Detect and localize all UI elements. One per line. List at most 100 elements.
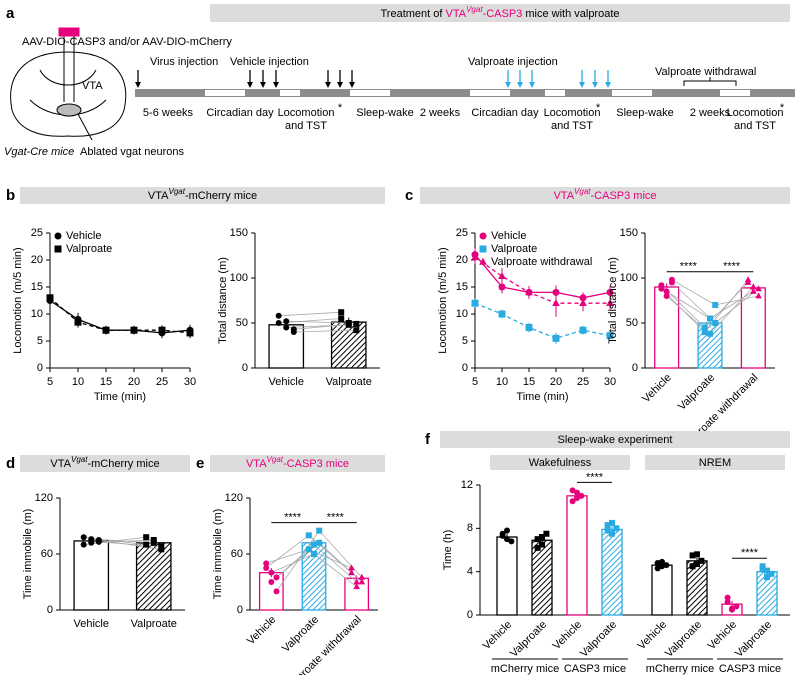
marker [606,288,614,296]
x-tick-label: 10 [72,376,84,388]
syringe [58,27,70,37]
marker [275,312,282,319]
panel-letter: e [196,455,204,472]
title-bar [210,455,385,472]
x-tick-label: 30 [184,376,196,388]
y-tick-label: 120 [35,492,53,504]
y-tick-label: 12 [461,479,473,491]
paired-line [265,535,310,569]
marker [263,565,270,571]
marker [54,232,62,240]
paired-line [278,318,342,324]
group-header [490,455,630,470]
y-tick-label: 4 [467,566,473,578]
panel-letter: b [6,187,15,204]
marker [534,536,541,543]
timeline-label: 2 weeks [420,107,461,119]
marker [569,498,576,505]
title-part: VTA [246,458,267,470]
timeline [135,77,795,97]
x-tick-label: Vehicle [551,619,585,653]
vta-region [56,103,82,117]
marker [759,566,766,573]
timeline-label: Locomotion [544,107,601,119]
title-part: VTA [553,190,574,202]
bar [651,564,673,616]
y-axis-label: Locomotion (m/5 min) [437,247,449,353]
brain-outline [10,51,127,137]
timeline-label: Locomotion [278,107,335,119]
marker [54,245,62,253]
title-part: Vgat [466,5,483,14]
marker [694,551,700,558]
marker [499,532,506,539]
y-tick-label: 0 [37,362,43,374]
marker [764,567,770,574]
x-axis-label: Time (min) [94,391,146,403]
title-part: Vgat [267,455,284,464]
brain-schematic [10,27,127,141]
marker [701,329,708,335]
x-tick-label: 5 [47,376,53,388]
marker [263,560,270,567]
subgroup-label: mCherry mice [646,663,714,675]
timeline-white [612,90,652,96]
marker [268,579,275,585]
x-tick-label: 20 [128,376,140,388]
y-tick-label: 5 [37,335,43,347]
marker [275,320,282,326]
timeline-label: and TST [734,120,776,132]
timeline-label: and TST [551,120,593,132]
panel-letter: a [6,5,15,22]
bar [697,322,723,369]
marker [525,288,533,296]
marker [658,285,665,292]
timeline-white [205,90,245,96]
marker [353,320,360,327]
injection-label: Valproate injection [468,56,558,68]
marker [701,324,708,331]
paired-line [293,329,357,333]
asterisk: * [596,102,601,114]
bar [496,536,518,616]
significance-label: **** [680,261,698,273]
marker [759,563,766,570]
ablated-label: Ablated vgat neurons [80,146,184,158]
marker [158,326,166,334]
timeline-white [280,90,300,96]
x-tick-label: Valproate [131,618,177,630]
marker [698,557,705,564]
marker [750,283,757,290]
marker [283,324,290,331]
legend-label: Valproate withdrawal [491,256,592,268]
group-label: NREM [699,457,731,469]
panel-title: Treatment of VTAVgat-CASP3 mice with val… [380,5,619,20]
x-tick-label: Vehicle [269,376,304,388]
y-tick-label: 25 [31,227,43,239]
x-tick-label: 25 [577,376,589,388]
marker [471,253,479,261]
brain-line [39,69,97,86]
arrow-head [529,82,535,88]
arrow-head [260,82,266,88]
significance-label: **** [723,261,741,273]
series-line [474,254,611,299]
marker [768,570,775,577]
group-header [645,455,785,470]
paired-line [714,288,759,324]
y-tick-label: 15 [31,281,43,293]
x-axis-label: Time (min) [516,391,568,403]
series-line [474,256,610,304]
panel-title: VTAVgat-CASP3 mice [246,455,349,470]
marker [534,544,541,551]
marker [150,539,157,546]
y-axis-label: Total distance (m) [607,257,619,344]
marker [498,283,506,291]
marker [471,299,479,307]
marker [186,329,194,337]
marker [504,527,510,534]
paired-line [286,320,349,324]
timeline-label: 2 weeks [690,107,731,119]
marker [755,285,762,292]
